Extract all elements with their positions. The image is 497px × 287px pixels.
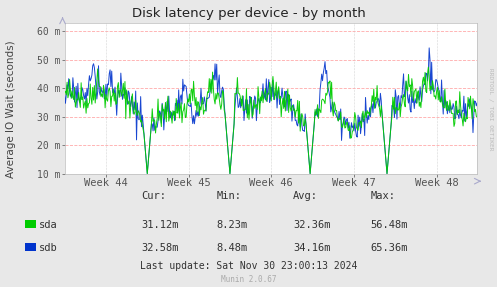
Text: 32.36m: 32.36m [293, 220, 331, 230]
Text: 8.48m: 8.48m [216, 243, 248, 253]
Text: 31.12m: 31.12m [142, 220, 179, 230]
Text: Average IO Wait (seconds): Average IO Wait (seconds) [6, 40, 16, 178]
Text: Min:: Min: [216, 191, 241, 201]
Text: 34.16m: 34.16m [293, 243, 331, 253]
Text: RRDTOOL / TOBI OETIKER: RRDTOOL / TOBI OETIKER [488, 68, 493, 150]
Text: Avg:: Avg: [293, 191, 318, 201]
Text: 56.48m: 56.48m [370, 220, 408, 230]
Text: 8.23m: 8.23m [216, 220, 248, 230]
Text: sda: sda [39, 220, 58, 230]
Text: 65.36m: 65.36m [370, 243, 408, 253]
Text: Max:: Max: [370, 191, 395, 201]
Text: Cur:: Cur: [142, 191, 166, 201]
Text: Disk latency per device - by month: Disk latency per device - by month [132, 7, 365, 20]
Text: Munin 2.0.67: Munin 2.0.67 [221, 275, 276, 284]
Text: Last update: Sat Nov 30 23:00:13 2024: Last update: Sat Nov 30 23:00:13 2024 [140, 261, 357, 271]
Text: sdb: sdb [39, 243, 58, 253]
Text: 32.58m: 32.58m [142, 243, 179, 253]
